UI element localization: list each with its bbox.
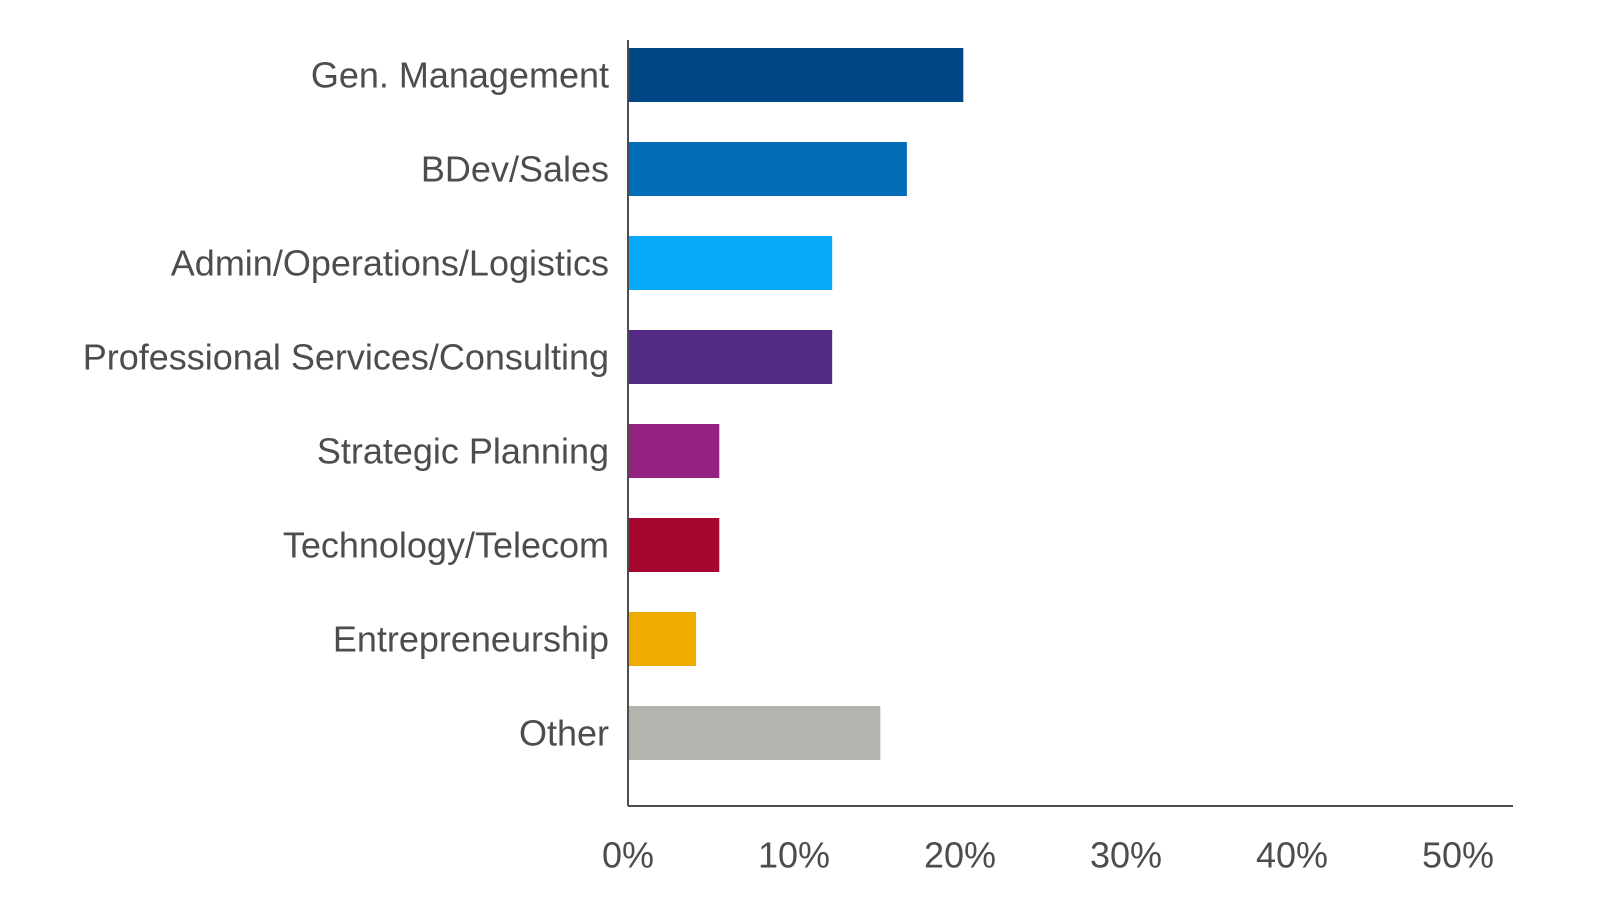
category-label-other: Other bbox=[519, 713, 609, 754]
bar-other bbox=[629, 706, 881, 760]
category-label-technology-telecom: Technology/Telecom bbox=[283, 525, 609, 566]
category-label-gen-management: Gen. Management bbox=[311, 55, 609, 96]
x-tick-label-40: 40% bbox=[1256, 835, 1328, 876]
bar-gen-management bbox=[629, 48, 964, 102]
x-tick-label-30: 30% bbox=[1090, 835, 1162, 876]
bar-admin-operations-logistics bbox=[629, 236, 833, 290]
x-tick-label-50: 50% bbox=[1422, 835, 1494, 876]
bar-technology-telecom bbox=[629, 518, 720, 572]
x-tick-labels-layer: 0% 10% 20% 30% 40% 50% bbox=[602, 835, 1494, 876]
x-tick-label-0: 0% bbox=[602, 835, 654, 876]
bar-entrepreneurship bbox=[629, 612, 697, 666]
bars-layer bbox=[629, 48, 964, 760]
bar-professional-services-consulting bbox=[629, 330, 833, 384]
category-label-entrepreneurship: Entrepreneurship bbox=[333, 619, 609, 660]
category-label-professional-services-consulting: Professional Services/Consulting bbox=[83, 337, 609, 378]
x-tick-label-20: 20% bbox=[924, 835, 996, 876]
category-label-strategic-planning: Strategic Planning bbox=[317, 431, 609, 472]
x-tick-label-10: 10% bbox=[758, 835, 830, 876]
category-label-admin-operations-logistics: Admin/Operations/Logistics bbox=[171, 243, 609, 284]
bar-bdev-sales bbox=[629, 142, 907, 196]
category-labels-layer: Gen. Management BDev/Sales Admin/Operation… bbox=[83, 55, 609, 754]
bar-strategic-planning bbox=[629, 424, 720, 478]
category-label-bdev-sales: BDev/Sales bbox=[421, 149, 609, 190]
